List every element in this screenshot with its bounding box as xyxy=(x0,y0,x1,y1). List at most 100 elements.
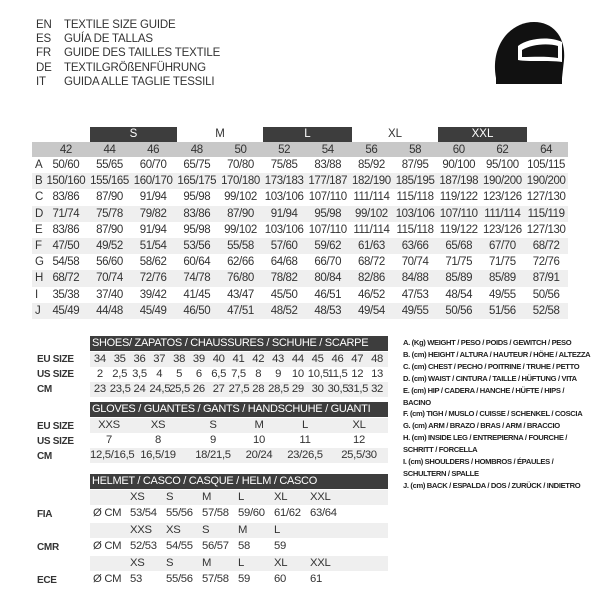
row-label: H xyxy=(32,270,44,287)
cell: 35 xyxy=(113,353,126,365)
cell: 32 xyxy=(371,383,384,395)
cell: 55/65 xyxy=(96,159,123,172)
lang-code: ES xyxy=(36,33,51,46)
cell: 111/114 xyxy=(480,205,525,222)
cell: XL xyxy=(352,419,366,431)
cell: 26 xyxy=(192,383,205,395)
cell: 185/195 xyxy=(393,173,437,190)
helmet-header: HELMET / CASCO / CASQUE / HELM / CASCO xyxy=(90,474,388,489)
cell: 50/56 xyxy=(532,288,560,301)
cell: 3,5 xyxy=(132,368,147,380)
cell: 25,5 xyxy=(169,383,190,395)
value: 57/58 xyxy=(202,573,229,585)
helmet-size-row: XXS XS S M L xyxy=(90,523,388,538)
cell: 123/126 xyxy=(483,191,522,204)
cell: 87/95 xyxy=(401,159,429,172)
cell: 107/110 xyxy=(308,223,347,236)
value: 53/54 xyxy=(130,507,157,519)
cell: 182/190 xyxy=(349,173,394,190)
measurement-legend: A. (Kg) WEIGHT / PESO / POIDS / GEWITCH … xyxy=(403,337,593,492)
row-label: F xyxy=(32,237,44,255)
textile-size-table: 42 44 46 48 50 52 54 56 58 60 62 64 A 50/60 55/65 60/70… xyxy=(32,142,568,319)
cell: 123/126 xyxy=(483,223,522,236)
cell: 70/74 xyxy=(401,256,429,269)
glove-row-label: EU SIZE xyxy=(37,421,74,432)
shoe-row-label: EU SIZE xyxy=(37,354,74,365)
value: 56/57 xyxy=(202,540,229,552)
legend-item: B. (cm) HEIGHT / ALTURA / HAUTEUR / HÖHE… xyxy=(403,349,591,359)
cell: 95/98 xyxy=(183,191,211,204)
title-line: FR GUIDE DES TAILLES TEXTILE xyxy=(36,46,220,60)
cell: 24,5 xyxy=(149,383,171,395)
cell: 95/98 xyxy=(183,223,211,236)
size: S xyxy=(166,491,174,503)
cell: 127/130 xyxy=(526,223,566,236)
value: 61/62 xyxy=(274,507,301,519)
cell: 10 xyxy=(253,434,265,446)
cell: 7,5 xyxy=(231,368,246,380)
cell: 10 xyxy=(291,368,304,380)
cell: 44 xyxy=(291,353,304,365)
cell: 34 xyxy=(93,353,106,365)
size: M xyxy=(238,524,248,536)
cell: 43/47 xyxy=(227,288,254,301)
cell: 90/100 xyxy=(442,159,476,172)
cell: 39/42 xyxy=(139,288,167,301)
cell: 13 xyxy=(371,368,384,380)
cell: 187/198 xyxy=(436,173,481,190)
value: 57/58 xyxy=(202,507,229,519)
size: S xyxy=(166,557,174,569)
value: 59 xyxy=(238,573,250,585)
table-row: I 35/38 37/40 39/42 41/45 43/47 45/50 46/51 46/5… xyxy=(32,287,568,303)
cell: 115/119 xyxy=(524,205,568,222)
title-text: TEXTILGRÖßENFÜHRUNG xyxy=(64,61,206,74)
table-row: E 83/86 87/90 91/94 95/98 99/102 103/106 107/11… xyxy=(32,222,568,238)
row-label: I xyxy=(35,288,38,301)
helmet-size-row: XS S M L XL XXL xyxy=(90,556,388,571)
cell: 72/76 xyxy=(532,256,560,269)
size-number: 64 xyxy=(524,142,568,157)
legend-item: I. (cm) SHOULDERS / HOMBROS / ÉPAULES / … xyxy=(403,457,554,478)
value: 54/55 xyxy=(166,540,193,552)
cell: 67/70 xyxy=(480,237,525,255)
cell: 9 xyxy=(210,434,216,446)
cell: 16,5/19 xyxy=(140,449,176,461)
size: L xyxy=(274,524,280,536)
cell: 91/94 xyxy=(139,191,167,204)
legend-item: D. (cm) WAIST / CINTURA / TAILLE / HÜFTU… xyxy=(403,373,577,383)
table-row: C 83/86 87/90 91/94 95/98 99/102 103/106 107/11… xyxy=(32,189,568,205)
cell: 107/110 xyxy=(308,191,347,204)
legend-item: C. (cm) CHEST / PECHO / POITRINE / TRUHE… xyxy=(403,361,580,371)
cell: 57/60 xyxy=(262,237,306,255)
cell: 65/75 xyxy=(183,159,211,172)
value: 53 xyxy=(130,573,142,585)
size-number: 56 xyxy=(349,142,394,157)
cell: 48 xyxy=(371,353,384,365)
helmet-standard: CMR xyxy=(37,542,59,553)
size: M xyxy=(202,557,212,569)
cell: 170/180 xyxy=(218,173,263,190)
row-label: B xyxy=(32,173,44,190)
size: XL xyxy=(274,491,288,503)
size-band-m: M xyxy=(215,128,225,140)
row-label: D xyxy=(32,205,44,222)
cell: 70/80 xyxy=(227,159,254,172)
cell: 40 xyxy=(212,353,225,365)
cell: 35/38 xyxy=(52,288,80,301)
cell: 28 xyxy=(252,383,265,395)
legend-item: H. (cm) INSIDE LEG / ENTREPIERNA / FOURC… xyxy=(403,433,568,455)
cell: M xyxy=(254,419,264,431)
cell: 47 xyxy=(351,353,364,365)
cell: 23/26,5 xyxy=(287,449,323,461)
size-band-s: S xyxy=(90,127,177,142)
size: XS xyxy=(130,491,145,503)
cell: XS xyxy=(150,419,166,431)
unit: Ø CM xyxy=(93,507,122,519)
shoes-header: SHOES/ ZAPATOS / CHAUSSURES / SCHUHE / S… xyxy=(90,336,388,351)
cell: 28,5 xyxy=(268,383,289,395)
cell: 11 xyxy=(299,434,311,446)
cell: 68/72 xyxy=(524,237,568,255)
cell: 7 xyxy=(106,434,112,446)
cell: 27,5 xyxy=(228,383,250,395)
cell: 45/49 xyxy=(131,302,175,319)
